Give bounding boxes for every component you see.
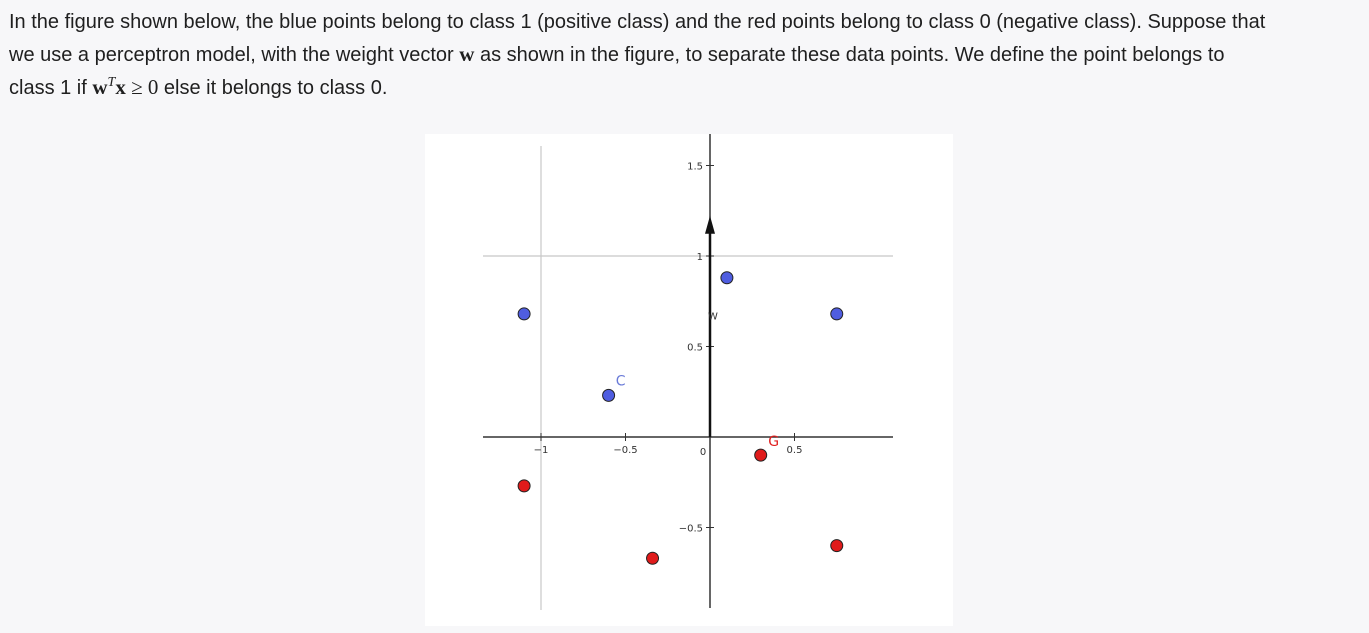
question-line-3-post: else it belongs to class 0. <box>158 77 388 99</box>
weight-vector-arrowhead <box>705 215 715 234</box>
perceptron-figure: −1 −0.5 0 0.5 1.5 1 0.5 −0.5 W C G <box>425 134 953 626</box>
weight-vector-symbol: w <box>459 42 475 66</box>
question-line-1: In the figure shown below, the blue poin… <box>9 6 1367 38</box>
question-line-3-pre: class 1 if <box>9 77 93 99</box>
y-tick-label: 0.5 <box>687 343 703 354</box>
positive-point <box>830 307 844 321</box>
negative-point <box>754 448 768 462</box>
negative-point <box>830 539 844 553</box>
decision-rule-math: wTx ≥ 0 <box>92 75 159 99</box>
scatter-plot: −1 −0.5 0 0.5 1.5 1 0.5 −0.5 W C G <box>483 134 893 610</box>
question-line-2-pre: we use a perceptron model, with the weig… <box>9 44 460 66</box>
positive-point <box>517 307 531 321</box>
negative-point <box>646 551 660 565</box>
negative-point <box>517 479 531 493</box>
y-tick-label: 1 <box>697 252 703 263</box>
point-label: C <box>616 373 626 389</box>
question-line-2: we use a perceptron model, with the weig… <box>9 38 1367 71</box>
x-tick-label: −0.5 <box>613 445 637 456</box>
positive-point <box>720 271 734 285</box>
question-line-1-text: In the figure shown below, the blue poin… <box>9 11 1266 33</box>
x-tick-label: −1 <box>534 445 549 456</box>
y-tick-label: −0.5 <box>679 524 703 535</box>
weight-vector-label: W <box>708 311 718 322</box>
question-line-3: class 1 if wTx ≥ 0 else it belongs to cl… <box>9 71 1367 104</box>
question-line-2-post: as shown in the figure, to separate thes… <box>474 44 1225 66</box>
point-label: G <box>768 434 779 450</box>
y-tick-label: 1.5 <box>687 162 703 173</box>
question-text: In the figure shown below, the blue poin… <box>9 6 1367 104</box>
x-tick-label: 0 <box>700 447 706 458</box>
positive-point <box>602 388 616 402</box>
x-tick-label: 0.5 <box>787 445 803 456</box>
